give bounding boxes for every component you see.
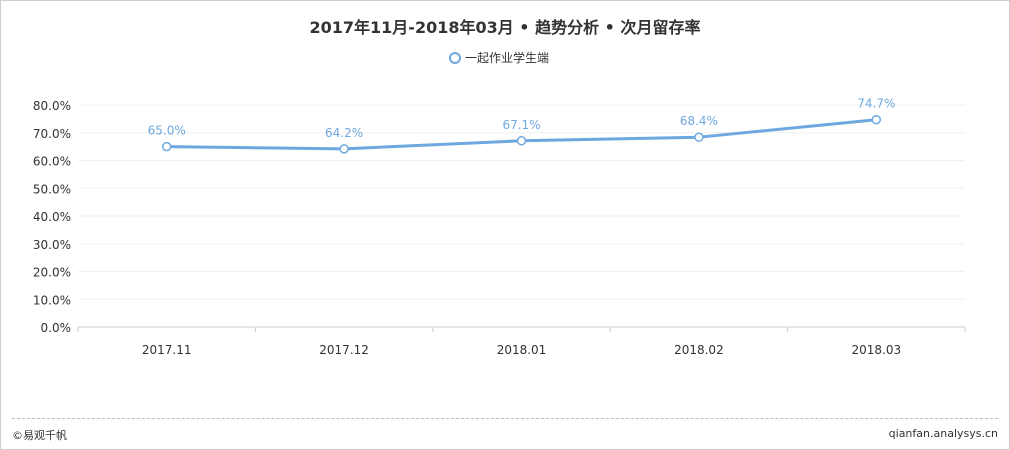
series-layer (161, 114, 882, 154)
data-point[interactable] (516, 136, 527, 146)
legend-marker-icon (449, 52, 461, 64)
copyright-text: ©易观千帆 (12, 429, 67, 442)
data-point[interactable] (871, 114, 882, 125)
y-tick-label: 0.0% (41, 321, 72, 335)
x-tick-label: 2017.12 (319, 343, 369, 357)
chart-title: 2017年11月-2018年03月 • 趋势分析 • 次月留存率 (310, 18, 701, 37)
data-label: 65.0% (148, 124, 186, 138)
y-tick-label: 70.0% (33, 127, 71, 141)
legend-label: 一起作业学生端 (465, 50, 549, 65)
site-link[interactable]: qianfan.analysys.cn (888, 427, 998, 440)
x-tick-label: 2017.11 (142, 343, 192, 357)
y-tick-label: 20.0% (33, 266, 71, 280)
y-axis: 0.0% 10.0% 20.0% 30.0% 40.0% 50.0% 60.0% 70.0% 8… (33, 99, 71, 335)
data-label: 64.2% (325, 126, 363, 140)
x-axis: 2017.11 2017.12 2018.01 2018.02 2018.03 (77, 326, 966, 357)
legend[interactable]: 一起作业学生端 (449, 50, 549, 65)
y-tick-label: 30.0% (33, 238, 71, 252)
x-tick-label: 2018.03 (851, 343, 901, 357)
y-tick-label: 60.0% (33, 155, 71, 169)
y-tick-label: 10.0% (33, 293, 71, 307)
footer-divider (12, 418, 998, 419)
data-label: 74.7% (857, 97, 895, 111)
data-label: 68.4% (680, 114, 718, 128)
data-point[interactable] (694, 132, 704, 142)
y-tick-label: 50.0% (33, 182, 71, 196)
x-tick-label: 2018.01 (497, 343, 547, 357)
x-tick-label: 2018.02 (674, 343, 724, 357)
y-tick-label: 40.0% (33, 210, 71, 224)
data-point[interactable] (161, 141, 172, 152)
grid-layer (78, 104, 965, 300)
data-label: 67.1% (502, 118, 540, 132)
data-label-layer: 65.0% 64.2% 67.1% 68.4% 74.7% (148, 97, 896, 140)
y-tick-label: 80.0% (33, 99, 71, 113)
data-point[interactable] (339, 144, 349, 154)
